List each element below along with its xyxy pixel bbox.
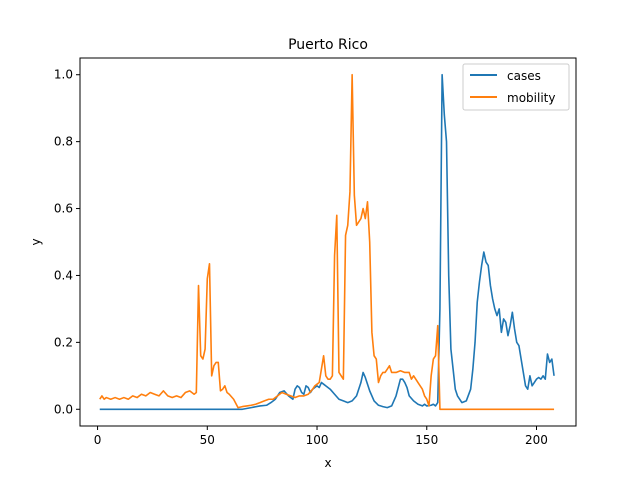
- y-tick-label: 1.0: [54, 68, 73, 82]
- x-tick-label: 150: [415, 433, 438, 447]
- x-tick-label: 200: [525, 433, 548, 447]
- y-tick-label: 0.4: [54, 268, 73, 282]
- legend-label-mobility: mobility: [507, 91, 555, 105]
- legend-label-cases: cases: [507, 69, 541, 83]
- plot-area: 0 50 100 150 200 0.0 0.2 0.4 0.6 0.8 1.0: [54, 57, 577, 447]
- y-tick-label: 0.8: [54, 135, 73, 149]
- y-tick-label: 0.0: [54, 402, 73, 416]
- x-axis-label: x: [324, 456, 331, 470]
- legend: cases mobility: [462, 63, 570, 111]
- chart-title: Puerto Rico: [288, 37, 368, 53]
- series-line-mobility: [99, 73, 555, 411]
- y-tick-label: 0.2: [54, 335, 73, 349]
- x-tick-label: 0: [94, 433, 102, 447]
- y-axis-label: y: [29, 238, 43, 245]
- x-tick-label: 50: [200, 433, 215, 447]
- y-tick-label: 0.6: [54, 202, 73, 216]
- x-tick-label: 100: [306, 433, 329, 447]
- series-line-cases: [99, 73, 555, 411]
- axes-frame: [79, 57, 577, 427]
